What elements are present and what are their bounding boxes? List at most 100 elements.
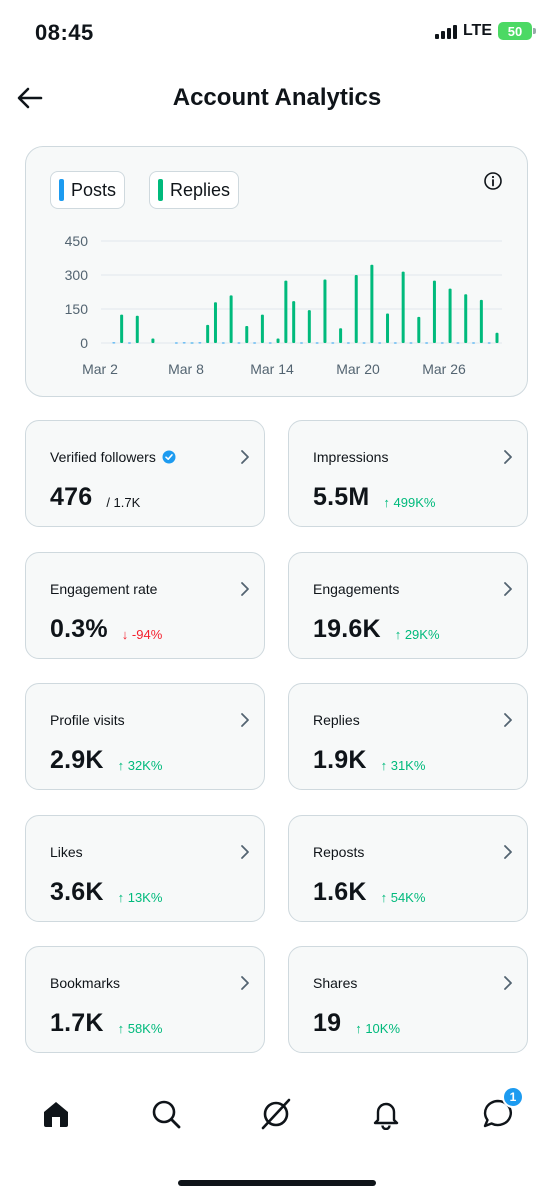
stat-card-bookmarks[interactable]: Bookmarks 1.7K ↑ 58K% (25, 946, 265, 1053)
legend-swatch-replies (158, 179, 164, 201)
bar-posts (182, 342, 186, 344)
status-bar: 08:45 LTE 50 (0, 0, 554, 70)
bar-posts (456, 342, 460, 344)
stat-change: ↑ 10K% (355, 1021, 401, 1036)
tab-grok[interactable] (256, 1094, 296, 1134)
stat-card-profile-visits[interactable]: Profile visits 2.9K ↑ 32K% (25, 683, 265, 790)
verified-badge-icon (162, 450, 176, 464)
bar-replies (464, 294, 468, 343)
stat-card-verified-followers[interactable]: Verified followers 476 / 1.7K (25, 420, 265, 527)
bar-posts (472, 342, 476, 344)
bar-posts (425, 342, 429, 344)
bell-icon (373, 1102, 399, 1130)
y-tick-label: 150 (65, 301, 89, 317)
chevron-right-icon (504, 582, 512, 596)
stat-label: Shares (313, 975, 357, 991)
tab-notifications[interactable] (366, 1094, 406, 1134)
chevron-right-icon (241, 450, 249, 464)
bar-replies (417, 316, 421, 343)
bar-posts (112, 342, 116, 344)
bar-replies (292, 301, 296, 343)
stat-label-text: Engagements (313, 581, 400, 597)
y-tick-label: 300 (65, 267, 89, 283)
bar-posts (409, 342, 413, 344)
stat-card-reposts[interactable]: Reposts 1.6K ↑ 54K% (288, 815, 528, 922)
bar-posts (174, 342, 178, 344)
info-icon[interactable] (483, 171, 503, 191)
bar-posts (440, 342, 444, 344)
status-indicators: LTE 50 (434, 22, 536, 40)
stat-card-impressions[interactable]: Impressions 5.5M ↑ 499K% (288, 420, 528, 527)
stat-card-engagements[interactable]: Engagements 19.6K ↑ 29K% (288, 552, 528, 659)
tab-search[interactable] (146, 1094, 186, 1134)
back-button[interactable] (14, 82, 46, 114)
bar-posts (268, 342, 272, 344)
stat-label-text: Verified followers (50, 449, 156, 465)
chevron-right-icon (504, 976, 512, 990)
stat-label: Bookmarks (50, 975, 120, 991)
bar-replies (448, 288, 452, 343)
stat-card-likes[interactable]: Likes 3.6K ↑ 13K% (25, 815, 265, 922)
chevron-right-icon (241, 582, 249, 596)
stat-value: 1.9K (313, 746, 367, 774)
stat-label-text: Replies (313, 712, 360, 728)
bar-replies (276, 338, 280, 343)
bar-posts (393, 342, 397, 344)
stat-label: Likes (50, 844, 83, 860)
home-icon (44, 1102, 68, 1127)
stat-value: 2.9K (50, 746, 104, 774)
bar-replies (323, 279, 327, 343)
tab-home[interactable] (36, 1094, 76, 1134)
legend-label-posts: Posts (71, 179, 117, 200)
stat-label: Impressions (313, 449, 388, 465)
stat-value: 3.6K (50, 878, 104, 906)
bar-posts (378, 342, 382, 344)
bar-posts (127, 342, 131, 344)
tab-messages[interactable]: 1 (478, 1086, 524, 1134)
bar-posts (198, 342, 202, 344)
stat-value: 19 (313, 1009, 342, 1037)
bar-replies (370, 264, 374, 343)
stat-card-replies[interactable]: Replies 1.9K ↑ 31K% (288, 683, 528, 790)
search-icon (152, 1100, 181, 1129)
bar-replies (135, 315, 139, 343)
chevron-right-icon (241, 976, 249, 990)
bar-replies (284, 280, 288, 343)
bar-posts (331, 342, 335, 344)
stat-card-engagement-rate[interactable]: Engagement rate 0.3% ↓ -94% (25, 552, 265, 659)
bar-replies (229, 295, 233, 343)
stat-label-text: Shares (313, 975, 358, 991)
page-title: Account Analytics (172, 84, 382, 111)
bar-replies (260, 314, 264, 343)
stat-change: ↑ 31K% (380, 758, 426, 773)
bar-replies (213, 302, 217, 343)
stat-label: Engagements (313, 581, 399, 597)
bar-replies (401, 271, 405, 343)
stat-change: ↑ 32K% (117, 758, 163, 773)
activity-chart: 450 300 150 0 Mar 2 Mar 8 Mar 14 Mar 20 Mar 26 (65, 233, 502, 377)
stat-value: 5.5M (313, 483, 370, 511)
chart-card: 450 300 150 0 Mar 2 Mar 8 Mar 14 Mar 20 Mar 26 P… (25, 146, 528, 397)
legend-replies[interactable]: Replies (149, 171, 240, 209)
stat-label: Reposts (313, 844, 364, 860)
x-tick-label: Mar 26 (422, 361, 466, 377)
stat-label: Profile visits (50, 712, 125, 728)
stat-label-text: Engagement rate (50, 581, 158, 597)
stat-label: Verified followers (50, 449, 176, 465)
chart-legend: Posts Replies (50, 171, 240, 209)
stat-value: 0.3% (50, 615, 108, 643)
bar-posts (362, 342, 366, 344)
bar-replies (495, 332, 499, 343)
chevron-right-icon (241, 845, 249, 859)
chevron-right-icon (241, 713, 249, 727)
back-arrow-icon (17, 87, 43, 109)
stat-change: ↑ 29K% (394, 627, 440, 642)
bar-posts (190, 342, 194, 344)
stat-card-shares[interactable]: Shares 19 ↑ 10K% (288, 946, 528, 1053)
stat-label-text: Impressions (313, 449, 389, 465)
status-time: 08:45 (35, 20, 94, 45)
x-tick-label: Mar 8 (168, 361, 204, 377)
legend-posts[interactable]: Posts (50, 171, 126, 209)
stat-label-text: Reposts (313, 844, 365, 860)
x-tick-label: Mar 20 (336, 361, 380, 377)
